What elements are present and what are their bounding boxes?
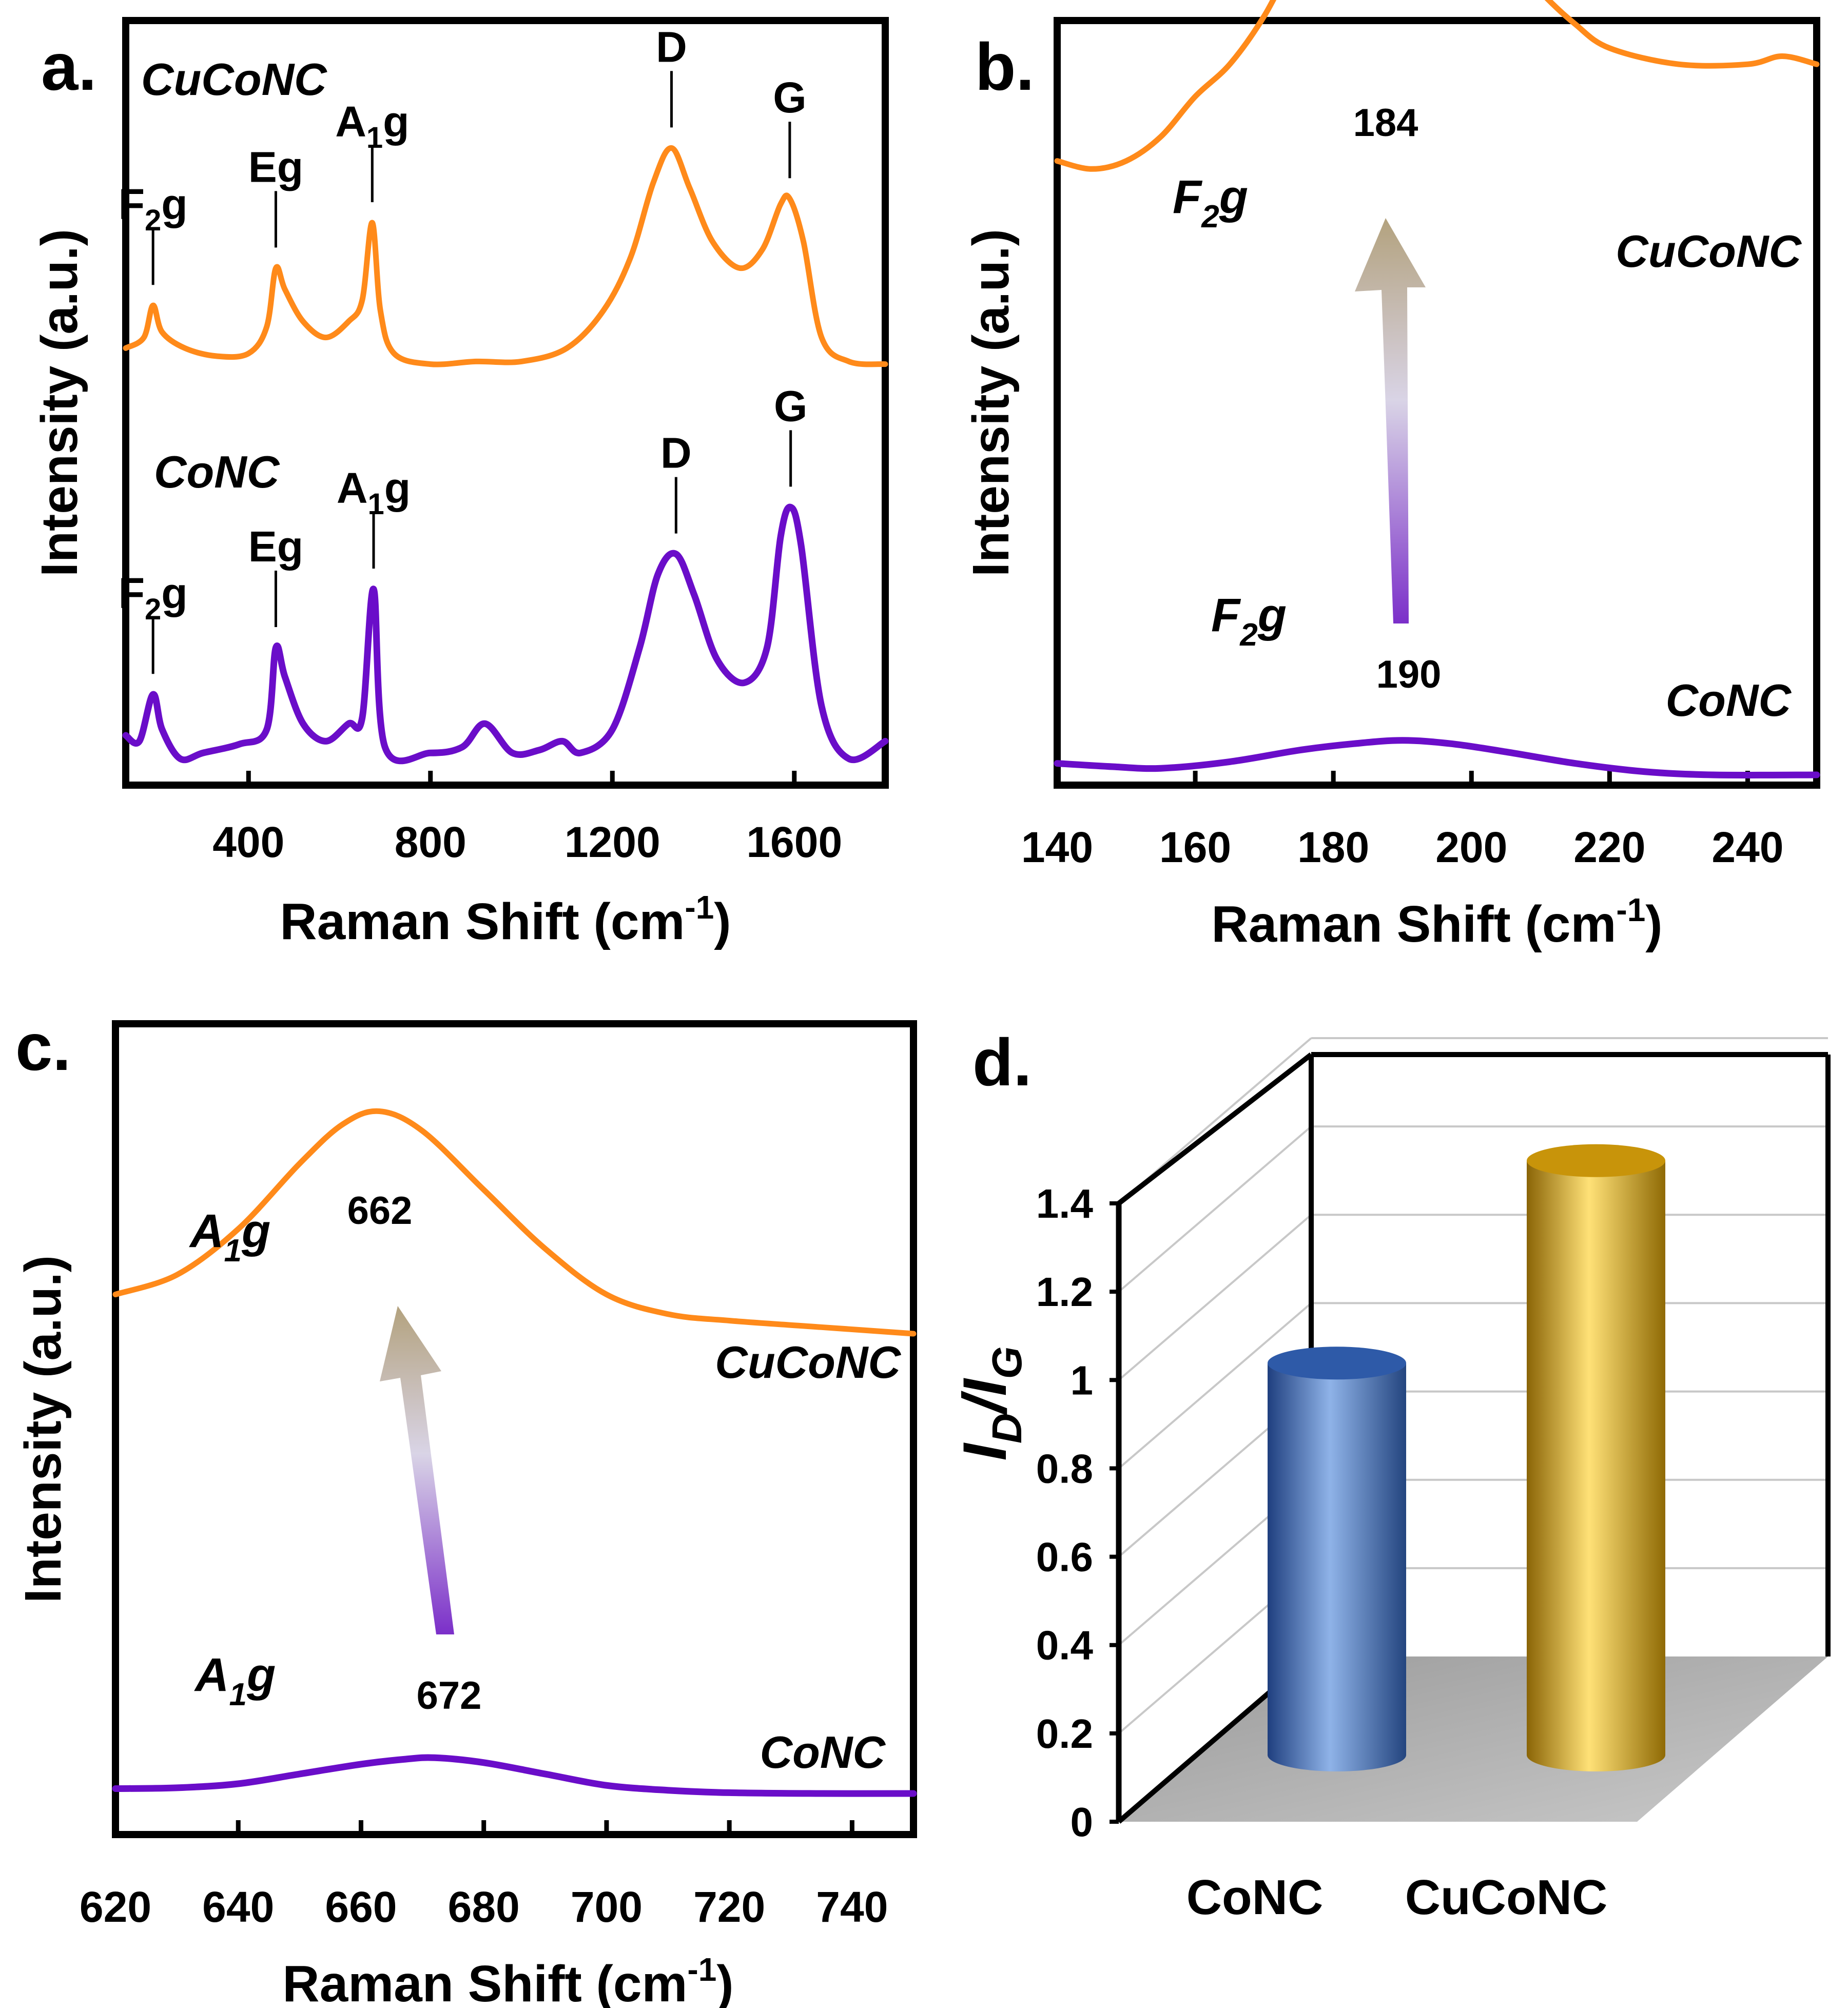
xtick-label-0: 400 <box>212 818 284 866</box>
xtick-label-1: 160 <box>1159 823 1231 871</box>
peak-label-1-1: Eg <box>248 522 303 571</box>
panel-d-ylabel: ID/IG <box>950 1346 1030 1460</box>
peak-label-0-1: Eg <box>248 143 303 191</box>
panel-d-bars <box>1268 1144 1665 1771</box>
panel-d-floor <box>1119 1656 1828 1822</box>
xtick-label-5: 720 <box>693 1883 765 1931</box>
panel-d-label: d. <box>972 1025 1032 1100</box>
xtick-label-0: 140 <box>1021 823 1093 871</box>
bar-top-CuCoNC <box>1527 1144 1665 1177</box>
panel-b-ylabel: Intensity (a.u.) <box>962 229 1020 577</box>
ytick-label-7: 1.4 <box>1036 1181 1094 1226</box>
panel-d-category-labels: CoNC CuCoNC <box>1186 1870 1608 1925</box>
panel-c-conc-spectrum <box>112 1754 917 1797</box>
peak-label-1-0: F2g <box>119 569 188 626</box>
xtick-label-1: 800 <box>395 818 466 866</box>
ytick-label-3: 0.6 <box>1036 1534 1093 1580</box>
panel-c-cuconc-spectrum <box>112 1108 917 1337</box>
xtick-label-2: 660 <box>325 1883 397 1931</box>
xtick-label-2: 180 <box>1297 823 1369 871</box>
panel-a-xticks: 400 800 1200 1600 <box>212 771 842 866</box>
bar-CuCoNC <box>1527 1160 1665 1771</box>
panel-d-top-side-edge <box>1117 1052 1313 1205</box>
panel-c-conc-label: CoNC <box>760 1727 886 1778</box>
panel-b-conc-mode-label: F2g <box>1211 589 1287 653</box>
panel-b-cuconc-peak-value: 184 <box>1353 101 1418 145</box>
panel-b-frame <box>1054 17 1820 789</box>
panel-c-cuconc-peak-value: 662 <box>347 1189 413 1233</box>
panel-c-label: c. <box>15 1009 71 1084</box>
ytick-label-0: 0 <box>1071 1799 1094 1845</box>
ytick-label-1: 0.2 <box>1036 1711 1093 1757</box>
panel-a-ylabel: Intensity (a.u.) <box>31 229 88 577</box>
panel-a-conc-spectrum <box>122 503 889 765</box>
xtick-label-4: 220 <box>1573 823 1645 871</box>
panel-c: c. 620 640 660 680 700 720 740 662 672 A1g A1g… <box>14 1009 917 2008</box>
grid-side-6 <box>1118 1125 1312 1293</box>
panel-b-shift-arrow <box>1355 218 1426 623</box>
category-label-0: CoNC <box>1186 1870 1324 1925</box>
xtick-label-0: 620 <box>80 1883 151 1931</box>
panel-b: b. 140 160 180 200 220 240 184 190 F2g F2g Cu… <box>962 0 1820 953</box>
category-label-1: CuCoNC <box>1405 1870 1608 1925</box>
xtick-label-1: 640 <box>202 1883 274 1931</box>
panel-a-cuconc-spectrum <box>123 145 888 367</box>
panel-d-yticks: 0 0.2 0.4 0.6 0.8 1 1.2 1.4 <box>1036 1181 1119 1845</box>
grid-side-4 <box>1118 1302 1312 1469</box>
panel-c-shift-arrow <box>380 1306 454 1634</box>
panel-b-xticks: 140 160 180 200 220 240 <box>1021 771 1784 871</box>
panel-a-cuconc-label: CuCoNC <box>141 54 327 105</box>
panel-a: a. 400 800 1200 1600 F2g Eg A1g D G F2g Eg A1g D G C… <box>31 17 889 950</box>
grid-side-5 <box>1118 1214 1312 1381</box>
panel-b-label: b. <box>975 29 1035 104</box>
ytick-label-6: 1.2 <box>1036 1269 1093 1315</box>
panel-c-cuconc-label: CuCoNC <box>715 1337 901 1388</box>
peak-label-0-0: F2g <box>119 180 188 237</box>
panel-c-conc-mode-label: A1g <box>194 1649 276 1712</box>
panel-a-label: a. <box>41 29 96 104</box>
xtick-label-2: 1200 <box>565 818 660 866</box>
peak-label-1-2: A1g <box>337 464 411 521</box>
panel-c-xticks: 620 640 660 680 700 720 740 <box>80 1820 888 1931</box>
peak-label-0-4: G <box>773 73 806 122</box>
panel-b-cuconc-mode-label: F2g <box>1173 171 1248 235</box>
panel-b-cuconc-spectrum <box>1054 0 1820 172</box>
xtick-label-5: 240 <box>1711 823 1783 871</box>
xtick-label-4: 700 <box>571 1883 643 1931</box>
xtick-label-3: 200 <box>1435 823 1507 871</box>
panel-a-conc-label: CoNC <box>154 446 280 497</box>
panel-a-xlabel: Raman Shift (cm-1) <box>280 889 731 950</box>
peak-label-1-3: D <box>660 429 692 477</box>
xtick-label-3: 680 <box>448 1883 520 1931</box>
panel-b-conc-peak-value: 190 <box>1376 653 1442 696</box>
ytick-label-2: 0.4 <box>1036 1623 1094 1668</box>
ytick-label-5: 1 <box>1071 1357 1094 1403</box>
panel-c-frame <box>112 1020 917 1838</box>
panel-c-ylabel: Intensity (a.u.) <box>14 1255 72 1603</box>
bar-CoNC <box>1268 1363 1406 1771</box>
panel-c-conc-peak-value: 672 <box>417 1674 482 1718</box>
peak-label-0-2: A1g <box>335 98 409 154</box>
xtick-label-6: 740 <box>816 1883 888 1931</box>
panel-b-xlabel: Raman Shift (cm-1) <box>1211 891 1662 953</box>
panel-b-conc-label: CoNC <box>1666 675 1792 726</box>
ytick-label-4: 0.8 <box>1036 1446 1093 1491</box>
panel-d: d. 0 0.2 0.4 0.6 0.8 1 1.2 1.4 CoNC CuCoNC ID/IG <box>950 1025 1831 1925</box>
bar-top-CoNC <box>1268 1347 1406 1380</box>
panel-b-conc-spectrum <box>1054 737 1820 778</box>
panel-c-xlabel: Raman Shift (cm-1) <box>282 1951 733 2008</box>
panel-d-gridlines <box>1118 1037 1828 1734</box>
panel-c-cuconc-mode-label: A1g <box>189 1205 270 1269</box>
xtick-label-3: 1600 <box>746 818 842 866</box>
panel-a-frame <box>122 17 889 789</box>
panel-a-peak-labels: F2g Eg A1g D G F2g Eg A1g D G <box>119 23 807 674</box>
panel-b-cuconc-label: CuCoNC <box>1616 226 1802 277</box>
peak-label-0-3: D <box>656 23 687 71</box>
peak-label-1-4: G <box>774 382 807 430</box>
